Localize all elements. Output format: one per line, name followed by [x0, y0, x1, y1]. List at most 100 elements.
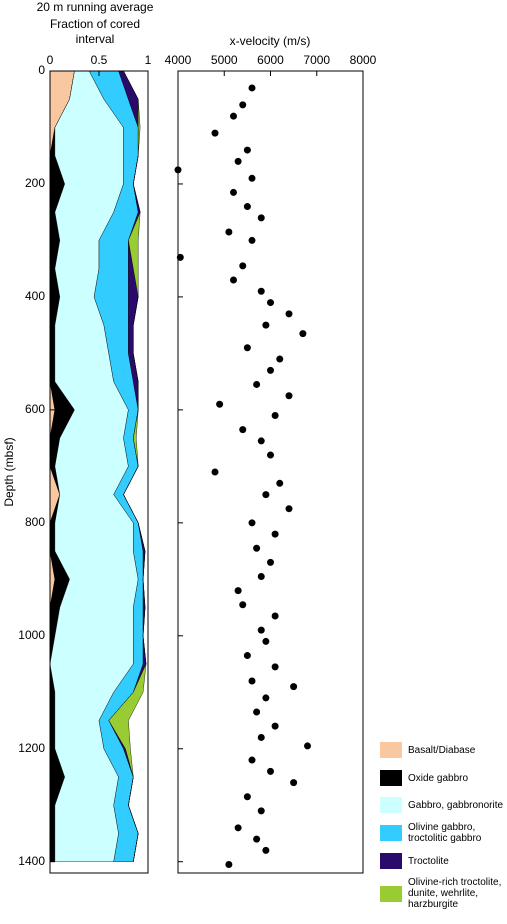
point: [253, 708, 261, 716]
point: [257, 626, 265, 634]
point: [262, 491, 270, 499]
point: [243, 652, 251, 660]
point: [271, 663, 279, 671]
chart-title: 20 m running average: [36, 0, 154, 14]
point: [262, 637, 270, 645]
legend-swatch: [380, 885, 402, 902]
x-tick-label: 8000: [350, 53, 377, 67]
point: [234, 587, 242, 595]
y-tick-label: 200: [25, 176, 45, 190]
legend-swatch: [380, 742, 402, 758]
y-tick-label: 400: [25, 289, 45, 303]
legend-label: Oxide gabbro: [408, 772, 469, 784]
point: [257, 572, 265, 580]
y-tick-label: 1400: [18, 854, 45, 868]
point: [253, 835, 261, 843]
point: [257, 437, 265, 445]
point: [276, 479, 284, 487]
point: [234, 157, 242, 165]
point: [230, 276, 237, 284]
y-tick-label: 0: [38, 63, 45, 77]
point: [267, 299, 274, 307]
point: [257, 807, 265, 815]
point: [271, 722, 279, 730]
point: [271, 412, 279, 420]
point: [285, 392, 293, 400]
point: [243, 203, 251, 211]
point: [239, 262, 247, 270]
legend-label: Olivine gabbro, troctolitic gabbro: [408, 822, 482, 844]
legend-label: Troctolite: [408, 855, 449, 867]
legend-swatch: [380, 797, 402, 813]
point: [230, 112, 237, 120]
legend-label: Gabbro, gabbronorite: [408, 799, 504, 811]
y-tick-label: 1200: [18, 741, 45, 755]
point: [262, 846, 270, 854]
point: [243, 146, 251, 154]
x-tick-label: 0.5: [91, 53, 108, 67]
point: [248, 174, 256, 182]
point: [248, 84, 256, 92]
x-tick-label: 7000: [303, 53, 330, 67]
point: [299, 330, 307, 338]
point: [271, 530, 279, 538]
point: [253, 380, 261, 388]
point: [267, 451, 274, 459]
legend-entry: Olivine gabbro, troctolitic gabbro: [380, 822, 506, 844]
legend-label: Basalt/Diabase: [408, 744, 476, 756]
point: [248, 677, 256, 685]
point: [267, 366, 274, 374]
legend-entry: Troctolite: [380, 853, 506, 869]
legend-swatch: [380, 825, 402, 841]
point: [216, 400, 224, 408]
point: [285, 505, 293, 513]
point: [234, 824, 242, 832]
point: [290, 779, 298, 787]
point: [248, 519, 256, 527]
legend-entry: Olivine-rich troctolite, dunite, wehrlit…: [380, 877, 506, 910]
legend-entry: Gabbro, gabbronorite: [380, 797, 506, 813]
point: [239, 101, 247, 109]
point: [176, 253, 184, 261]
x-axis-label: Fraction of cored interval: [49, 17, 141, 46]
x-tick-label: 0: [47, 53, 54, 67]
legend-swatch: [380, 853, 402, 869]
point: [225, 861, 233, 869]
legend-entry: Oxide gabbro: [380, 770, 506, 786]
point: [257, 214, 265, 222]
x-tick-label: 5000: [211, 53, 238, 67]
y-axis-label: Depth (mbsf): [2, 437, 16, 506]
plot-frame: [177, 70, 364, 874]
point: [257, 287, 265, 295]
point: [225, 228, 233, 236]
point: [271, 612, 279, 620]
point: [267, 558, 274, 566]
point: [257, 733, 265, 741]
point: [211, 129, 219, 137]
legend-label: Olivine-rich troctolite, dunite, wehrlit…: [408, 877, 502, 910]
point: [262, 321, 270, 329]
point: [211, 468, 219, 476]
x-axis-label: x-velocity (m/s): [229, 34, 311, 48]
y-tick-label: 800: [25, 515, 45, 529]
x-tick-label: 1: [145, 53, 152, 67]
point: [248, 236, 256, 244]
legend-entry: Basalt/Diabase: [380, 742, 506, 758]
y-tick-label: 1000: [18, 628, 45, 642]
point: [230, 188, 237, 196]
x-tick-label: 6000: [257, 53, 284, 67]
point: [267, 767, 274, 775]
legend-swatch: [380, 770, 402, 786]
point: [239, 426, 247, 434]
area: [108, 70, 147, 862]
point: [253, 544, 261, 552]
point: [276, 355, 284, 363]
point: [243, 344, 251, 352]
y-tick-label: 600: [25, 402, 45, 416]
x-tick-label: 4000: [165, 53, 192, 67]
point: [290, 683, 298, 691]
point: [304, 742, 311, 750]
point: [285, 310, 293, 318]
